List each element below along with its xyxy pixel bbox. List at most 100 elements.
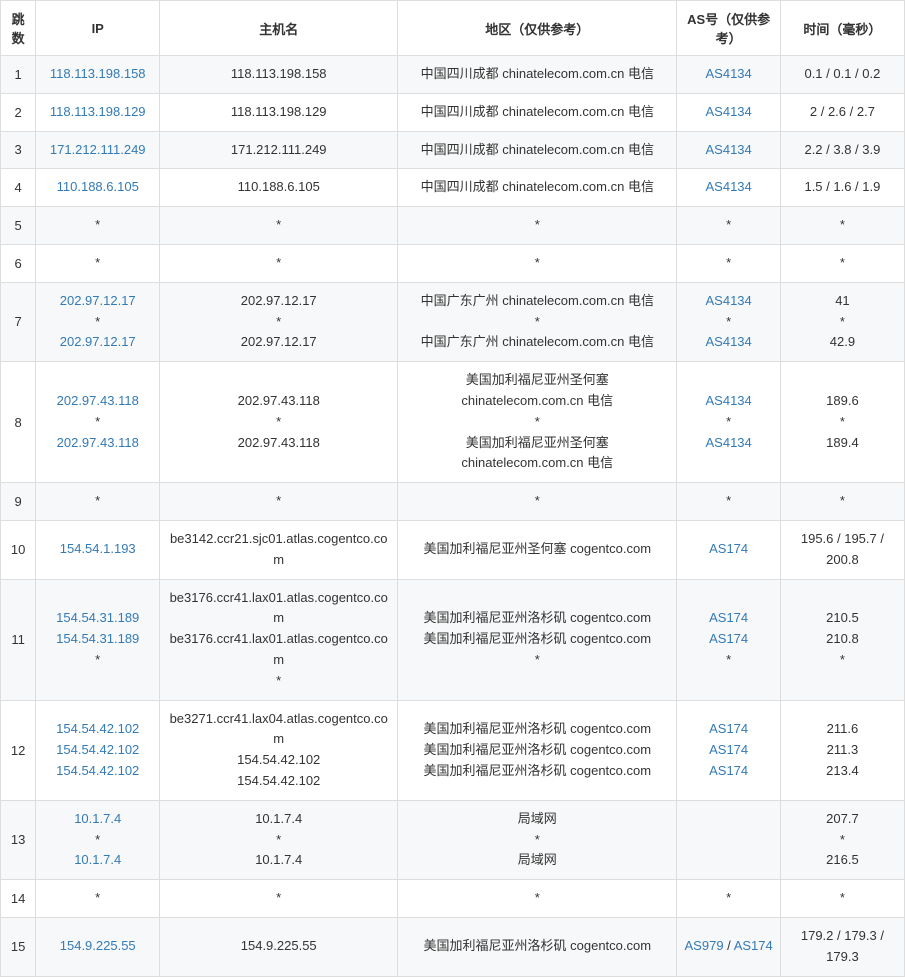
cell-host: 118.113.198.158 (160, 56, 398, 94)
cell-ip: 202.97.12.17*202.97.12.17 (36, 282, 160, 361)
cell-host: 154.9.225.55 (160, 917, 398, 976)
location-text: 美国加利福尼亚州洛杉矶 cogentco.com (424, 631, 652, 646)
cell-time: 210.5210.8* (780, 579, 904, 700)
time-text: 42.9 (830, 334, 855, 349)
location-text: * (535, 493, 540, 508)
host-text: be3142.ccr21.sjc01.atlas.cogentco.com (170, 531, 388, 567)
asn-link[interactable]: AS979 (685, 938, 724, 953)
ip-link: * (95, 652, 100, 667)
location-text: 美国加利福尼亚州洛杉矶 cogentco.com (424, 610, 652, 625)
cell-ip: * (36, 244, 160, 282)
ip-link: * (95, 890, 100, 905)
cell-ip: 154.54.31.189 154.54.31.189 * (36, 579, 160, 700)
cell-asn: AS4134*AS4134 (677, 362, 780, 483)
table-row: 7202.97.12.17*202.97.12.17202.97.12.17*2… (1, 282, 905, 361)
ip-link: * (95, 832, 100, 847)
cell-host: 171.212.111.249 (160, 131, 398, 169)
time-text: 213.4 (826, 763, 859, 778)
ip-link: * (95, 414, 100, 429)
ip-link[interactable]: 154.54.31.189 (56, 631, 139, 646)
ip-link[interactable]: 154.54.42.102 (56, 763, 139, 778)
location-text: 局域网 (518, 811, 557, 826)
ip-link[interactable]: 154.9.225.55 (60, 938, 136, 953)
asn-link[interactable]: AS4134 (706, 334, 752, 349)
host-text: * (276, 493, 281, 508)
time-text: 179.2 / 179.3 / 179.3 (801, 928, 884, 964)
cell-hop: 4 (1, 169, 36, 207)
asn-link[interactable]: AS174 (709, 763, 748, 778)
host-text: * (276, 673, 281, 688)
ip-link[interactable]: 202.97.12.17 (60, 293, 136, 308)
ip-link: * (95, 493, 100, 508)
table-row: 1118.113.198.158118.113.198.158中国四川成都 ch… (1, 56, 905, 94)
ip-link[interactable]: 154.54.42.102 (56, 721, 139, 736)
location-text: 美国加利福尼亚州洛杉矶 cogentco.com (424, 938, 652, 953)
asn-link[interactable]: AS4134 (706, 179, 752, 194)
table-row: 4110.188.6.105110.188.6.105中国四川成都 chinat… (1, 169, 905, 207)
cell-ip: 118.113.198.129 (36, 93, 160, 131)
ip-link[interactable]: 154.54.1.193 (60, 541, 136, 556)
ip-link[interactable]: 118.113.198.158 (50, 66, 146, 81)
cell-hop: 15 (1, 917, 36, 976)
asn-link[interactable]: AS174 (709, 721, 748, 736)
ip-link[interactable]: 202.97.43.118 (57, 435, 139, 450)
time-text: * (840, 314, 845, 329)
time-text: * (840, 217, 845, 232)
cell-host: be3271.ccr41.lax04.atlas.cogentco.com154… (160, 700, 398, 800)
traceroute-panel: 跳数 IP 主机名 地区（仅供参考） AS号（仅供参考） 时间（毫秒） 11 18… (0, 0, 905, 977)
time-text: 1.5 / 1.6 / 1.9 (804, 179, 880, 194)
cell-location: 美国加利福尼亚州洛杉矶 cogentco.com (398, 917, 677, 976)
location-text: 局域网 (518, 852, 557, 867)
table-header: 跳数 IP 主机名 地区（仅供参考） AS号（仅供参考） 时间（毫秒） (1, 1, 905, 56)
location-text: * (535, 890, 540, 905)
ip-link: * (95, 255, 100, 270)
asn-link[interactable]: AS174 (709, 610, 748, 625)
cell-time: 211.6211.3213.4 (780, 700, 904, 800)
cell-asn: AS4134*AS4134 (677, 282, 780, 361)
cell-time: 207.7*216.5 (780, 800, 904, 879)
time-text: * (840, 414, 845, 429)
cell-location: * (398, 207, 677, 245)
cell-hop: 2 (1, 93, 36, 131)
cell-time: 2.2 / 3.8 / 3.9 (780, 131, 904, 169)
asn-link[interactable]: AS4134 (706, 104, 752, 119)
cell-location: 中国广东广州 chinatelecom.com.cn 电信*中国广东广州 chi… (398, 282, 677, 361)
ip-link[interactable]: 110.188.6.105 (57, 179, 139, 194)
ip-link[interactable]: 154.54.31.189 (56, 610, 139, 625)
asn-link[interactable]: AS4134 (706, 66, 752, 81)
ip-link[interactable]: 10.1.7.4 (74, 811, 121, 826)
asn-link[interactable]: AS174 (709, 742, 748, 757)
header-host: 主机名 (160, 1, 398, 56)
cell-hop: 11 (1, 579, 36, 700)
cell-ip: 154.54.42.102 154.54.42.102 154.54.42.102 (36, 700, 160, 800)
asn-link[interactable]: AS4134 (706, 142, 752, 157)
host-text: be3176.ccr41.lax01.atlas.cogentco.com (170, 590, 388, 626)
host-text: 202.97.43.118 (238, 393, 320, 408)
cell-host: 10.1.7.4*10.1.7.4 (160, 800, 398, 879)
ip-link[interactable]: 171.212.111.249 (50, 142, 146, 157)
header-asn: AS号（仅供参考） (677, 1, 780, 56)
ip-link[interactable]: 118.113.198.129 (50, 104, 146, 119)
cell-location: * (398, 483, 677, 521)
asn-link[interactable]: AS174 (709, 541, 748, 556)
time-text: 211.6 (827, 721, 859, 736)
cell-location: 美国加利福尼亚州洛杉矶 cogentco.com 美国加利福尼亚州洛杉矶 coge… (398, 579, 677, 700)
ip-link[interactable]: 202.97.43.118 (57, 393, 139, 408)
ip-link[interactable]: 10.1.7.4 (74, 852, 121, 867)
host-text: * (276, 414, 281, 429)
asn-link[interactable]: AS4134 (706, 435, 752, 450)
ip-link[interactable]: 202.97.12.17 (60, 334, 136, 349)
asn-link[interactable]: AS4134 (706, 393, 752, 408)
time-text: 210.5 (826, 610, 859, 625)
host-text: 154.54.42.102 (237, 773, 320, 788)
asn-link: * (726, 890, 731, 905)
cell-time: 189.6*189.4 (780, 362, 904, 483)
ip-link[interactable]: 154.54.42.102 (56, 742, 139, 757)
time-text: * (840, 255, 845, 270)
ip-link: * (95, 217, 100, 232)
asn-link[interactable]: AS174 (734, 938, 773, 953)
asn-link[interactable]: AS4134 (706, 293, 752, 308)
cell-hop: 13 (1, 800, 36, 879)
asn-link: * (726, 493, 731, 508)
asn-link[interactable]: AS174 (709, 631, 748, 646)
